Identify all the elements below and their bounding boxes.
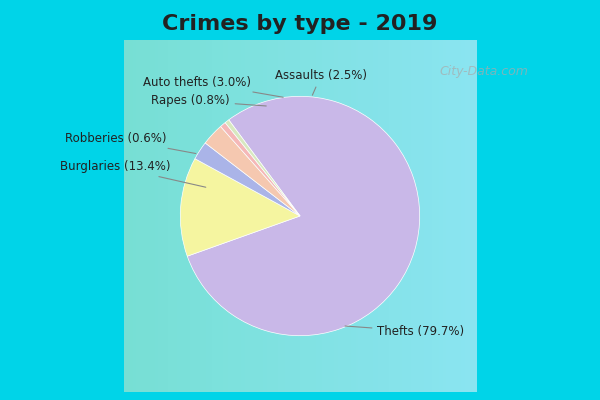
Wedge shape bbox=[187, 96, 419, 336]
Wedge shape bbox=[181, 159, 300, 256]
Wedge shape bbox=[195, 143, 300, 216]
Text: City-Data.com: City-Data.com bbox=[439, 66, 528, 78]
Text: Robberies (0.6%): Robberies (0.6%) bbox=[65, 132, 196, 154]
Text: Assaults (2.5%): Assaults (2.5%) bbox=[275, 69, 367, 95]
Text: Burglaries (13.4%): Burglaries (13.4%) bbox=[60, 160, 206, 187]
Text: Thefts (79.7%): Thefts (79.7%) bbox=[345, 325, 464, 338]
Text: Auto thefts (3.0%): Auto thefts (3.0%) bbox=[143, 76, 283, 97]
Wedge shape bbox=[225, 120, 300, 216]
Wedge shape bbox=[221, 122, 300, 216]
Text: Crimes by type - 2019: Crimes by type - 2019 bbox=[163, 14, 437, 34]
Text: Rapes (0.8%): Rapes (0.8%) bbox=[151, 94, 266, 107]
Wedge shape bbox=[205, 126, 300, 216]
